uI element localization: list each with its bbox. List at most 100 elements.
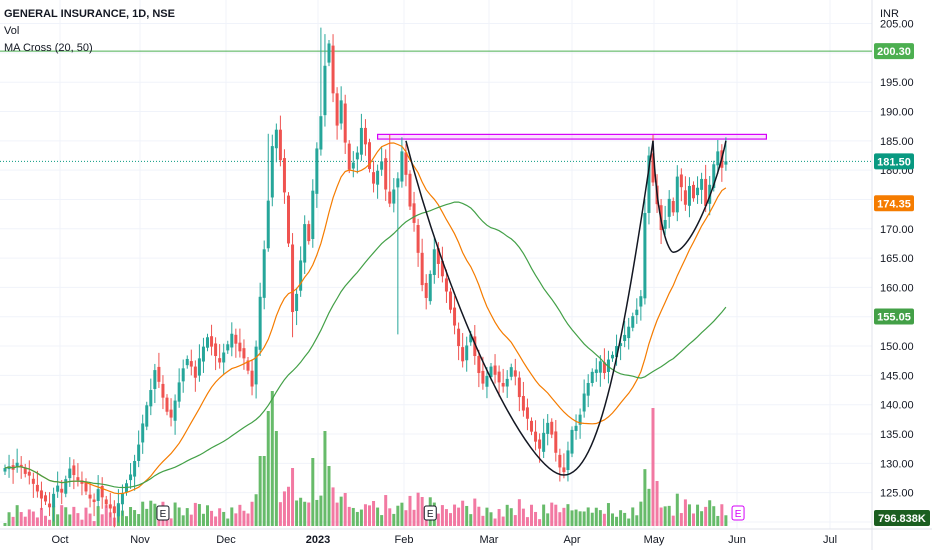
candle-body (449, 291, 452, 310)
volume-bar (667, 505, 671, 526)
price-tag (874, 195, 914, 212)
candle-body (408, 173, 412, 207)
symbol-title[interactable]: GENERAL INSURANCE, 1D, NSE (4, 8, 175, 20)
volume-bar (355, 511, 359, 526)
price-tick-label: 205.00 (880, 19, 914, 31)
candle-body (129, 474, 133, 481)
candle-body (574, 425, 578, 431)
candle-body (525, 407, 529, 419)
candle-body (675, 176, 679, 213)
volume-bar (517, 499, 521, 526)
volume-bar (602, 513, 606, 526)
volume-bar (562, 507, 566, 526)
time-tick-label: 2023 (306, 534, 330, 546)
volume-bar (501, 516, 505, 526)
volume-bar (339, 496, 343, 526)
volume-bar (368, 505, 371, 526)
candle-body (100, 485, 104, 498)
candle-body (469, 334, 473, 343)
volume-bar (598, 510, 602, 526)
volume-bar (92, 521, 96, 526)
candle-body (68, 468, 72, 479)
volume-bar (104, 505, 108, 526)
candle-body (388, 191, 392, 204)
volume-bar (679, 513, 683, 526)
candle-body (234, 334, 238, 344)
volume-bar (72, 506, 76, 526)
candle-body (501, 382, 505, 387)
volume-indicator-label[interactable]: Vol (4, 25, 20, 37)
volume-bar (303, 501, 307, 526)
price-tick-label: 130.00 (880, 458, 914, 470)
earnings-marker-label: E (427, 509, 434, 520)
volume-bar (639, 501, 643, 526)
candle-body (214, 343, 218, 357)
ma20-line (4, 142, 727, 495)
candle-body (307, 224, 311, 242)
candle-body (351, 162, 355, 169)
volume-bar (388, 508, 392, 526)
candle-body (509, 367, 513, 377)
volume-bar (521, 508, 525, 526)
candle-body (201, 346, 205, 362)
volume-bar (359, 509, 363, 526)
volume-bar (692, 513, 695, 526)
time-tick-label: Oct (51, 534, 68, 546)
moving-averages (4, 142, 727, 495)
volume-bar (291, 468, 295, 526)
candle-body (161, 383, 165, 398)
volume-bar (469, 514, 473, 526)
volume-bar (331, 487, 335, 526)
candle-body (137, 444, 141, 461)
volume-bar (177, 507, 181, 526)
volume-bar (15, 505, 19, 526)
candle-body (331, 45, 335, 94)
resistance-zone-box (377, 133, 767, 140)
price-axis[interactable]: INR205.00200.00195.00190.00185.00180.001… (880, 8, 914, 529)
ma-cross-indicator-label[interactable]: MA Cross (20, 50) (4, 42, 93, 54)
candle-body (615, 346, 619, 357)
volume-bar (558, 512, 562, 526)
candle-body (266, 200, 270, 249)
volume-bar (60, 505, 64, 526)
candle-body (611, 354, 614, 359)
price-tag (874, 153, 914, 170)
candle-body (578, 414, 582, 425)
volume-bar (590, 512, 594, 526)
candle-body (538, 439, 542, 449)
time-axis[interactable]: Oct Nov Dec 2023 Feb Mar Apr May Jun Jul (51, 534, 837, 546)
volume-bar (149, 500, 153, 526)
price-tick-label: 150.00 (880, 341, 914, 353)
volume-bar (724, 515, 728, 526)
volume-bar (270, 391, 274, 526)
volume-bar (631, 507, 635, 526)
volume-bar (554, 504, 558, 526)
time-tick-label: May (644, 534, 665, 546)
candle-body (570, 429, 574, 454)
volume-bar (80, 519, 84, 526)
volume-bar (473, 498, 477, 526)
volume-bar (619, 510, 623, 526)
volume-bar (120, 510, 124, 526)
volume-bar (453, 504, 457, 526)
price-tick-label: 125.00 (880, 488, 914, 500)
volume-bar (461, 500, 465, 526)
candle-body (477, 356, 481, 374)
candle-body (679, 174, 683, 188)
volume-bar (485, 507, 489, 526)
volume-bar (513, 515, 517, 526)
candle-body (687, 185, 691, 206)
candle-body (359, 127, 363, 155)
candle-body (84, 481, 88, 492)
volume-bar (700, 511, 704, 526)
volume-bar (282, 491, 286, 526)
reference-line (0, 50, 872, 162)
candle-body (400, 151, 404, 182)
volume-bar (234, 513, 238, 526)
candle-body (52, 493, 56, 508)
candle-body (72, 465, 76, 476)
candle-body (282, 158, 286, 193)
volume-bar (606, 503, 610, 526)
